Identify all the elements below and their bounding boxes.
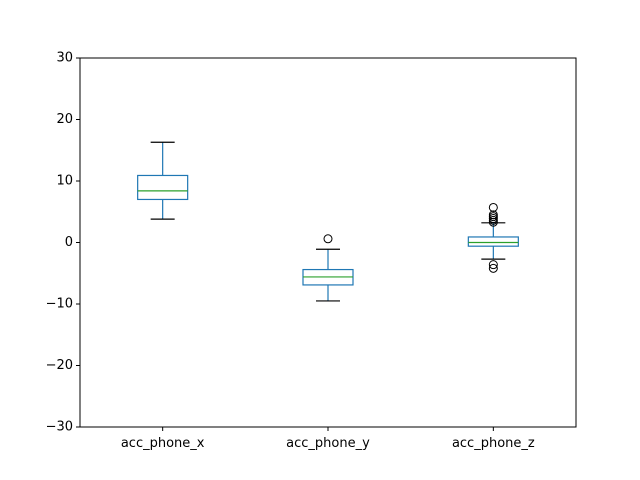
y-axis: 30 20 10 0 −10 −20 −30: [46, 51, 80, 435]
y-tick-label: −20: [46, 358, 73, 373]
outlier-point: [323, 234, 333, 244]
y-tick-label: −30: [46, 420, 73, 435]
y-tick-label: 20: [56, 112, 73, 127]
y-tick-label: 10: [56, 174, 73, 189]
outlier-point: [488, 263, 498, 273]
plot-area: [137, 141, 519, 302]
x-tick-label: acc_phone_z: [452, 436, 535, 451]
box-group-acc_phone_y: [302, 234, 354, 302]
x-tick-label: acc_phone_y: [286, 436, 370, 451]
y-tick-label: −10: [46, 297, 73, 312]
outlier-point: [488, 260, 498, 270]
x-axis: acc_phone_x acc_phone_y acc_phone_z: [121, 427, 535, 451]
x-tick-label: acc_phone_x: [121, 436, 205, 451]
y-tick-label: 0: [65, 235, 73, 250]
box-group-acc_phone_z: [467, 202, 519, 273]
box-group-acc_phone_x: [137, 141, 189, 220]
outlier-point: [488, 202, 498, 212]
iqr-box: [137, 174, 189, 201]
outlier-point: [488, 217, 498, 227]
iqr-box: [467, 236, 519, 247]
y-tick-label: 30: [56, 51, 73, 66]
